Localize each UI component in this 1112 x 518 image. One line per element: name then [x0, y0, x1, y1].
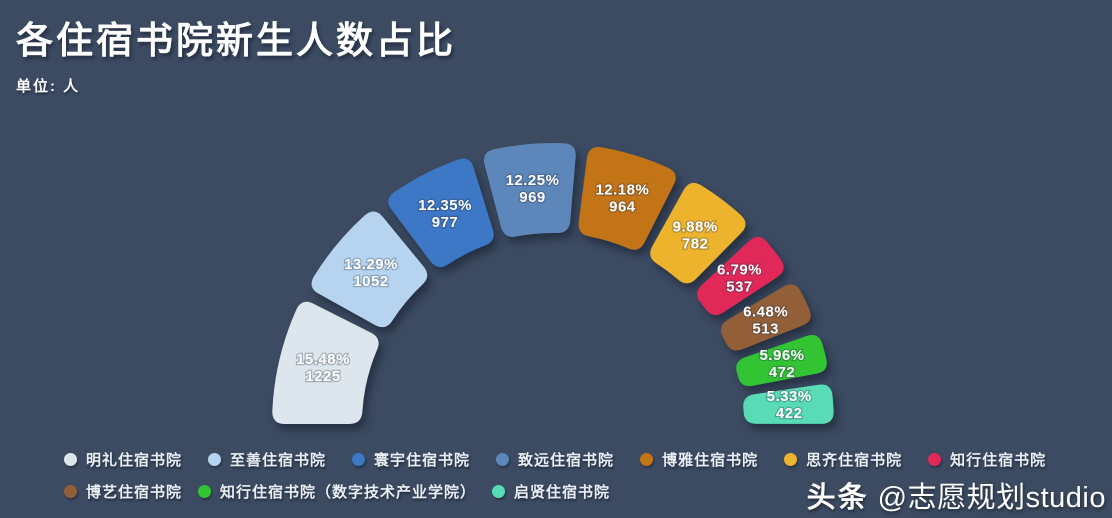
- legend-item-label: 至善住宿书院: [230, 452, 327, 469]
- legend-item-10: 启贤住宿书院: [492, 481, 610, 502]
- legend-item-2: 至善住宿书院: [208, 449, 326, 470]
- arch-segment-2: [311, 211, 428, 328]
- legend-item-3: 寰宇住宿书院: [352, 449, 470, 470]
- legend-item-4: 致远住宿书院: [496, 449, 614, 470]
- segment-label-4: 12.25% 969: [506, 172, 560, 206]
- legend-color-dot: [64, 453, 77, 466]
- legend-color-dot: [784, 453, 798, 466]
- arch-segment-4: [483, 142, 576, 237]
- legend-color-dot: [492, 485, 506, 498]
- page-title: 各住宿书院新生人数占比: [16, 20, 456, 61]
- legend-row-1: 明礼住宿书院 至善住宿书院 寰宇住宿书院 致远住宿书院 博雅住宿书院 思齐住宿书院 知行住宿…: [64, 449, 1104, 470]
- legend-color-dot: [64, 485, 77, 498]
- header: 各住宿书院新生人数占比 单位: 人: [16, 10, 456, 96]
- arch-segment-8: [721, 284, 811, 351]
- legend-item-9: 知行住宿书院（数字技术产业学院）: [198, 481, 476, 502]
- legend-item-label: 思齐住宿书院: [806, 452, 903, 469]
- watermark-brand: 头条: [806, 482, 869, 514]
- legend: 明礼住宿书院 至善住宿书院 寰宇住宿书院 致远住宿书院 博雅住宿书院 思齐住宿书院 知行住宿…: [64, 449, 1104, 513]
- legend-item-6: 思齐住宿书院: [784, 449, 902, 470]
- legend-item-label: 明礼住宿书院: [86, 452, 183, 469]
- segment-label-6: 9.88% 782: [673, 218, 718, 252]
- segment-label-3: 12.35% 977: [418, 197, 472, 231]
- legend-item-label: 博艺住宿书院: [86, 484, 183, 501]
- legend-color-dot: [352, 453, 366, 466]
- legend-color-dot: [208, 453, 222, 466]
- legend-item-label: 启贤住宿书院: [514, 484, 611, 501]
- segment-label-2: 13.29% 1052: [344, 256, 398, 290]
- arch-segment-6: [650, 182, 746, 284]
- legend-item-label: 知行住宿书院（数字技术产业学院）: [220, 484, 477, 501]
- legend-row-2: 博艺住宿书院 知行住宿书院（数字技术产业学院） 启贤住宿书院: [64, 481, 1104, 502]
- legend-item-8: 博艺住宿书院: [64, 481, 182, 502]
- arch-segment-5: [578, 146, 676, 250]
- segment-label-7: 6.79% 537: [717, 262, 762, 296]
- legend-item-label: 知行住宿书院: [950, 452, 1047, 469]
- segment-label-9: 5.96% 472: [759, 347, 804, 381]
- segment-label-10: 5.33% 422: [767, 388, 812, 422]
- legend-color-dot: [198, 485, 212, 498]
- legend-color-dot: [928, 453, 942, 466]
- watermark: 头条 @志愿规划studio: [807, 474, 1106, 516]
- legend-item-1: 明礼住宿书院: [64, 449, 182, 470]
- legend-color-dot: [640, 453, 654, 466]
- segment-label-8: 6.48% 513: [743, 304, 788, 338]
- legend-item-label: 寰宇住宿书院: [374, 452, 471, 469]
- legend-color-dot: [496, 453, 510, 466]
- legend-item-5: 博雅住宿书院: [640, 449, 758, 470]
- arch-segment-9: [736, 334, 827, 387]
- arch-segment-7: [697, 236, 784, 316]
- arch-segment-10: [743, 384, 834, 424]
- legend-item-label: 致远住宿书院: [518, 452, 615, 469]
- segment-label-5: 12.18% 964: [595, 181, 649, 215]
- segment-label-1: 15.48% 1225: [296, 351, 350, 385]
- legend-item-label: 博雅住宿书院: [662, 452, 759, 469]
- watermark-handle: @志愿规划studio: [877, 482, 1106, 514]
- unit-label: 单位: 人: [16, 78, 81, 95]
- arch-segment-1: [272, 301, 379, 424]
- arch-segment-3: [388, 158, 494, 268]
- legend-item-7: 知行住宿书院: [928, 449, 1046, 470]
